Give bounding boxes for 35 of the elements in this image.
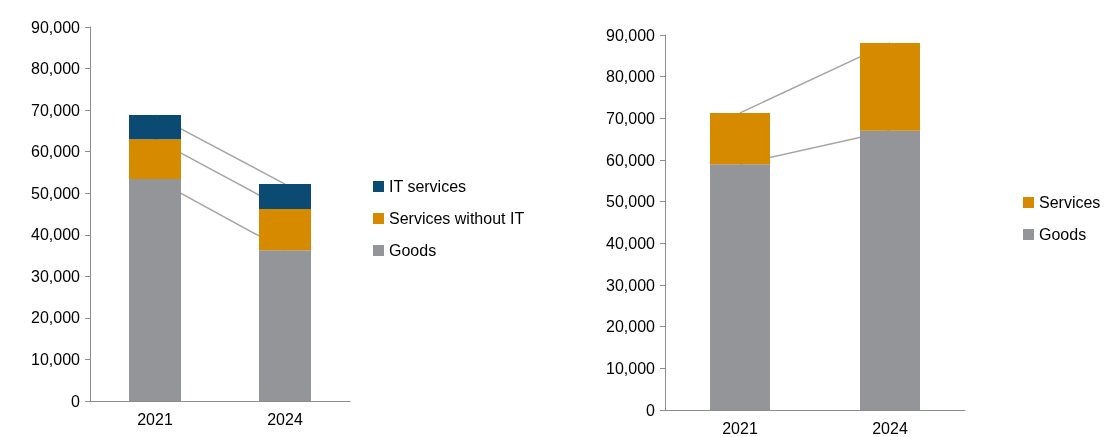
x-tick-label: 2021 xyxy=(137,410,173,428)
y-tick-label: 70,000 xyxy=(31,101,81,119)
y-tick-label: 40,000 xyxy=(606,234,656,252)
y-tick-label: 60,000 xyxy=(606,151,656,169)
y-tick-label: 0 xyxy=(646,401,656,419)
bar xyxy=(259,184,311,210)
x-tick-label: 2024 xyxy=(872,419,908,437)
y-tick-label: 50,000 xyxy=(31,184,81,202)
bar xyxy=(710,112,770,165)
y-tick-label: 80,000 xyxy=(606,68,656,86)
x-tick-label: 2024 xyxy=(267,410,303,428)
y-tick-label: 10,000 xyxy=(31,350,81,368)
y-tick-label: 20,000 xyxy=(606,318,656,336)
x-tick-label: 2021 xyxy=(722,419,758,437)
y-tick-label: 30,000 xyxy=(606,276,656,294)
y-tick-label: 80,000 xyxy=(31,60,81,78)
y-tick-label: 10,000 xyxy=(606,359,656,377)
bar xyxy=(129,115,181,140)
legend-label: Goods xyxy=(1039,226,1087,243)
legend-label: Services xyxy=(1039,194,1101,211)
bar xyxy=(129,139,181,180)
y-tick-label: 70,000 xyxy=(606,109,656,127)
y-tick-label: 90,000 xyxy=(31,18,81,36)
y-tick-label: 40,000 xyxy=(31,226,81,244)
y-tick-label: 0 xyxy=(71,392,81,410)
legend-label: IT services xyxy=(389,178,467,195)
y-tick-label: 90,000 xyxy=(606,26,656,44)
y-tick-label: 60,000 xyxy=(31,143,81,161)
y-tick-label: 30,000 xyxy=(31,267,81,285)
bar xyxy=(860,42,920,131)
y-tick-label: 20,000 xyxy=(31,309,81,327)
legend-label: Goods xyxy=(389,242,437,259)
bar xyxy=(259,209,311,251)
legend-label: Services without IT xyxy=(389,210,525,227)
y-tick-label: 50,000 xyxy=(606,193,656,211)
